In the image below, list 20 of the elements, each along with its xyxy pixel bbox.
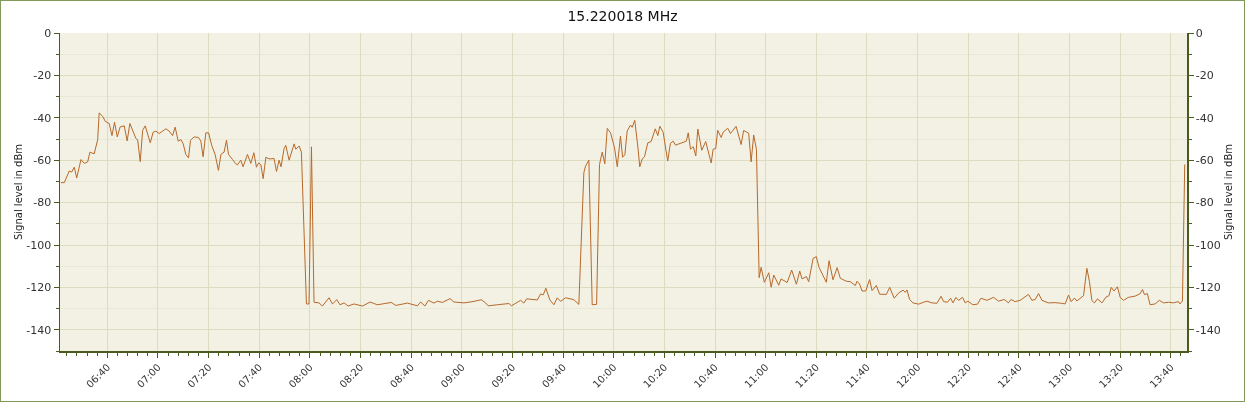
y2-tick-label: -100 [1195, 238, 1221, 252]
line-series [60, 112, 1186, 307]
y-tick-label: -120 [26, 281, 52, 295]
y2-tick-label: -20 [1195, 69, 1214, 83]
y2-tick-label: -40 [1195, 111, 1214, 125]
y-axis-title: Signal level in dBm [13, 143, 25, 241]
y-tick-label: 0 [44, 26, 52, 40]
y2-tick-label: -80 [1195, 196, 1214, 210]
y-tick-label: -80 [33, 196, 52, 210]
y2-tick-label: -120 [1195, 281, 1221, 295]
y-tick-label: -40 [33, 111, 52, 125]
y-tick-label: -140 [26, 323, 52, 337]
y2-axis-title: Signal level in dBm [1222, 143, 1234, 241]
y-tick-label: -20 [33, 69, 52, 83]
y-tick-label: -60 [33, 154, 52, 168]
y-tick-label: -100 [26, 238, 52, 252]
y2-tick-label: 0 [1195, 26, 1203, 40]
chart-title: 15.220018 MHz [567, 7, 678, 24]
y2-tick-label: -60 [1195, 154, 1214, 168]
y2-tick-label: -140 [1195, 323, 1221, 337]
